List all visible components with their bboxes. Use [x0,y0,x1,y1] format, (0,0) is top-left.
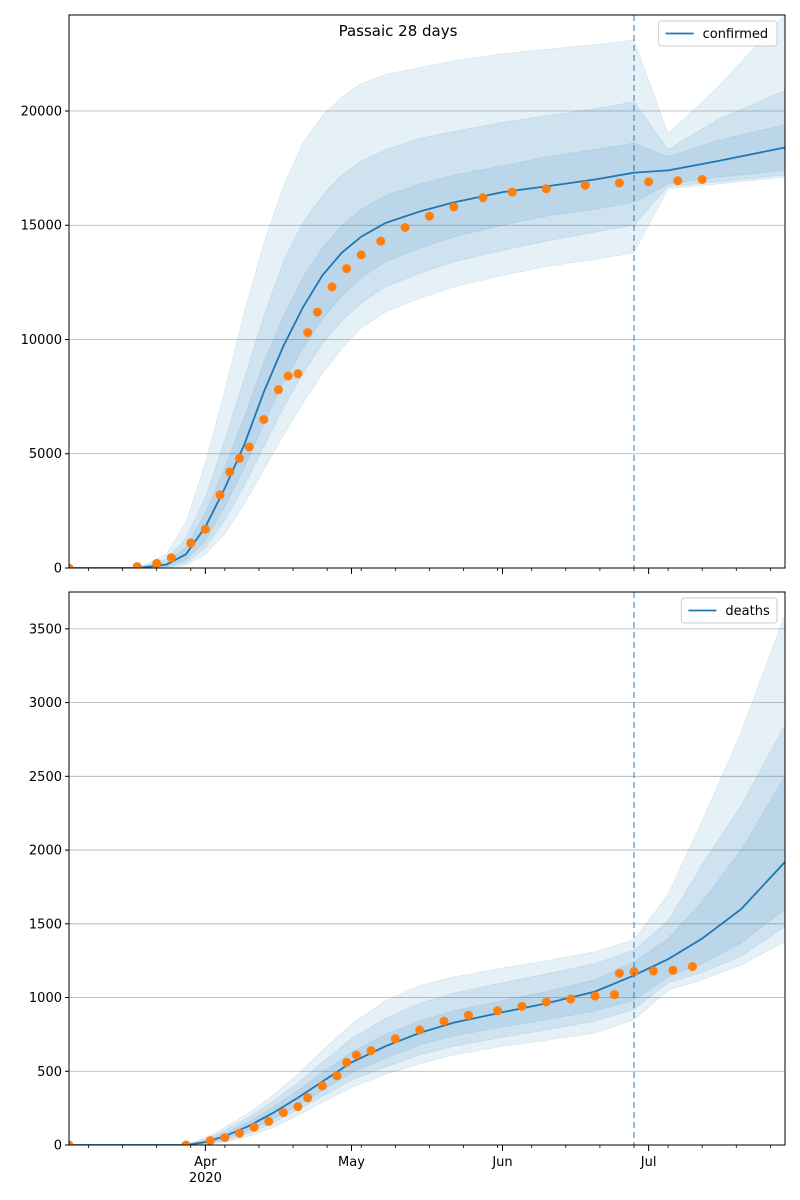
observed-point [688,962,697,972]
observed-point [541,184,551,194]
y-tick-label: 3500 [29,622,62,637]
observed-point [507,187,517,197]
confirmed-panel: 0 5000 10000 15000 20000 confirmed [21,14,786,577]
observed-point [152,558,162,568]
observed-point [342,264,352,274]
legend-box [658,20,778,47]
observed-point [478,193,488,203]
observed-point [376,236,386,246]
plot-area [69,613,785,1145]
x-tick-sublabel: 2020 [189,1171,222,1186]
observed-point [69,1140,74,1145]
observed-point [356,250,366,260]
observed-point [317,1081,327,1091]
observed-point [327,282,337,292]
y-tick-label: 500 [37,1065,62,1080]
observed-point [259,415,269,424]
observed-point [649,966,658,976]
observed-point [278,1108,288,1118]
observed-point [205,1136,215,1145]
observed-point [166,553,176,563]
observed-point [200,524,210,534]
observed-point [463,1010,473,1020]
observed-point [293,369,303,379]
observed-point [186,538,196,548]
observed-point [366,1046,376,1056]
observed-point [590,991,600,1001]
observed-point [244,442,254,452]
observed-point [312,307,322,317]
observed-point [69,563,74,568]
observed-point [614,178,624,188]
y-tick-label: 1000 [29,991,62,1006]
observed-point [264,1116,274,1126]
observed-point [614,968,624,978]
observed-point [439,1016,449,1026]
uncertainty-band-inner [69,124,785,568]
plot-area [69,15,785,568]
y-tick-label: 3000 [29,696,62,711]
y-tick-label: 1500 [29,917,62,932]
observed-point [351,1050,361,1060]
observed-point [566,994,576,1004]
figure-title: Passaic 28 days [339,22,458,40]
legend-label: confirmed [703,27,769,42]
observed-point [303,328,313,338]
observed-point [220,1133,230,1143]
observed-point [580,180,590,190]
observed-point [283,371,293,381]
observed-point [132,562,142,568]
y-tick-label: 10000 [21,333,62,348]
y-tick-label: 15000 [21,219,62,234]
x-tick-label: May [338,1155,365,1170]
axes-frame [68,14,786,569]
observed-point [400,223,410,232]
observed-point [390,1034,400,1044]
observed-point [332,1071,342,1081]
observed-point [517,1001,527,1011]
series-line-confirmed [69,146,785,568]
observed-point [235,453,244,463]
observed-point [424,211,434,221]
uncertainty-band-inner [69,775,785,1145]
observed-point [644,177,654,187]
series-line-deaths [69,861,785,1145]
y-tick-label: 0 [54,1139,62,1154]
x-tick-label: Jul [640,1155,657,1170]
axes-frame [68,591,786,1146]
y-tick-label: 20000 [21,104,62,119]
observed-point [697,175,707,184]
observed-point [293,1102,303,1112]
observed-point [493,1006,503,1016]
y-tick-label: 5000 [29,447,62,462]
observed-point [235,1128,244,1138]
observed-point [629,967,639,977]
observed-point [449,202,459,212]
observed-point [415,1025,425,1035]
x-tick-label: Apr [194,1155,217,1170]
observed-point [342,1057,352,1067]
observed-point [249,1122,259,1132]
uncertainty-band-middle [69,724,785,1145]
y-tick-label: 2500 [29,770,62,785]
observed-point [225,467,235,477]
observed-point [610,990,619,1000]
observed-point [303,1093,313,1103]
observed-point [273,385,283,395]
observed-point [215,490,225,500]
uncertainty-band-outer [69,15,785,568]
y-tick-label: 2000 [29,844,62,859]
observed-point [541,997,551,1007]
observed-point [673,176,683,186]
observed-point [668,965,678,975]
uncertainty-band-outer [69,613,785,1145]
observed-point [181,1140,191,1145]
legend-box [680,597,778,624]
x-tick-label: Jun [491,1155,512,1170]
y-tick-label: 0 [54,562,62,577]
legend-label: deaths [725,604,770,619]
